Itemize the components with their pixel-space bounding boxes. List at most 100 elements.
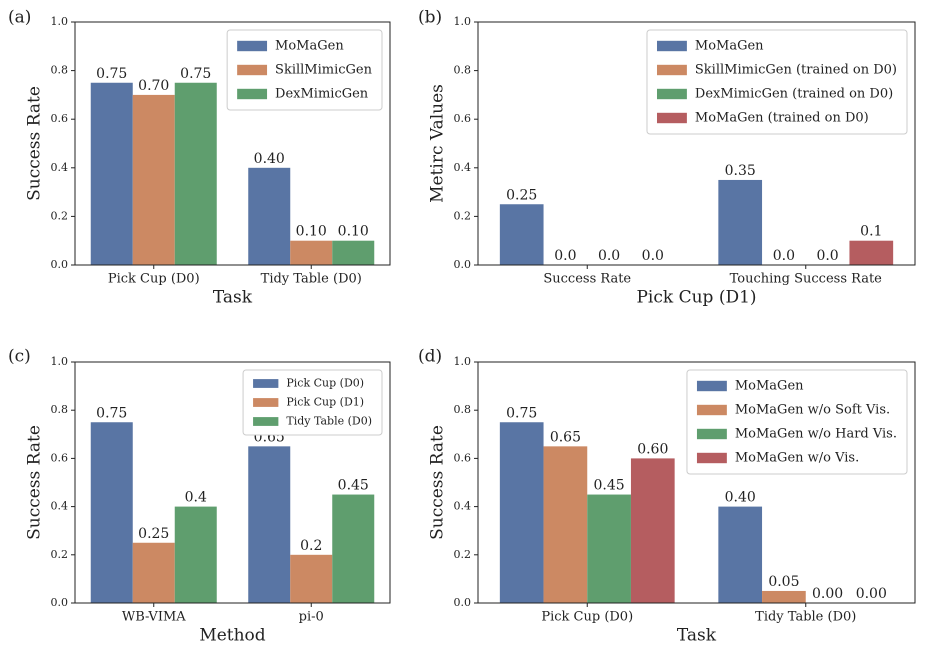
value-label: 0.40: [725, 490, 756, 506]
x-tick-label: Pick Cup (D0): [108, 272, 200, 287]
y-axis-label: Success Rate: [25, 425, 45, 540]
legend-label: MoMaGen: [275, 39, 344, 54]
subplot: (d) 0.0 0.2 0.4 0.6 0.8 1.0 0.75 0.40 0.65 0.05 0.4…: [418, 347, 916, 646]
bar: [290, 240, 333, 265]
x-tick-label: pi-0: [299, 610, 324, 625]
legend-swatch: [253, 417, 279, 426]
y-tick-label: 0.6: [51, 451, 69, 464]
legend-label: MoMaGen w/o Vis.: [735, 451, 859, 466]
x-tick-label: WB-VIMA: [122, 610, 186, 625]
y-tick-label: 0.4: [454, 161, 472, 174]
bar: [587, 494, 631, 603]
value-label: 0.25: [138, 526, 169, 542]
value-label: 0.00: [856, 586, 887, 602]
subplot: (b) 0.0 0.2 0.4 0.6 0.8 1.0 0.25 0.35 0.0 0.0 0.0 0.…: [418, 8, 916, 308]
legend-label: MoMaGen: [695, 39, 764, 54]
panel-label: (c): [8, 347, 31, 367]
bar: [630, 458, 675, 603]
value-label: 0.75: [506, 405, 537, 421]
y-tick-label: 0.8: [454, 64, 472, 77]
subplot: (c)0.00.20.40.60.81.00.750.650.250.20.40…: [8, 347, 391, 646]
y-tick-label: 0.0: [51, 596, 69, 609]
value-label: 0.60: [637, 441, 668, 457]
legend-swatch: [696, 404, 727, 416]
bar: [332, 240, 375, 265]
value-label: 0.40: [254, 151, 285, 167]
y-tick-label: 0.2: [51, 209, 69, 222]
value-label: 0.2: [300, 538, 322, 554]
y-tick-label: 0.8: [51, 403, 69, 416]
legend-swatch: [696, 452, 727, 464]
legend-swatch: [237, 40, 268, 52]
y-tick-label: 0.2: [51, 548, 69, 561]
bar: [718, 179, 763, 265]
y-tick-label: 0.4: [51, 500, 69, 513]
value-label: 0.0: [642, 248, 664, 264]
axes-frame: [74, 21, 391, 266]
bar: [499, 204, 544, 265]
legend-swatch: [253, 379, 279, 388]
bar: [849, 240, 894, 265]
subplot: (a) 0.0 0.2 0.4 0.6 0.8 1.0 0.75 0.40 0.70 0.10 0.7…: [8, 8, 391, 308]
value-label: 0.75: [96, 405, 127, 421]
bar: [543, 446, 588, 603]
y-tick-label: 1.0: [51, 15, 69, 28]
x-axis-label: Method: [199, 626, 265, 646]
value-label: 0.0: [554, 248, 576, 264]
value-label: 0.10: [296, 224, 327, 240]
legend-label: SkillMimicGen: [275, 63, 373, 78]
legend-label: Tidy Table (D0): [286, 415, 372, 428]
legend-swatch: [696, 380, 727, 392]
y-tick-label: 1.0: [51, 355, 69, 368]
y-tick-label: 0.4: [454, 500, 472, 513]
value-label: 0.0: [816, 248, 838, 264]
value-label: 0.45: [594, 478, 625, 494]
y-axis-label: Metirc Values: [428, 84, 448, 203]
x-tick-label: Tidy Table (D0): [261, 272, 362, 287]
legend-label: MoMaGen: [735, 379, 804, 394]
legend-label: Pick Cup (D0): [286, 377, 364, 390]
legend-swatch: [656, 112, 687, 124]
x-tick-label: Success Rate: [543, 272, 631, 287]
x-tick-label: Pick Cup (D0): [541, 610, 633, 625]
legend: MoMaGen SkillMimicGen DexMimicGen: [226, 29, 383, 111]
y-axis-label: Success Rate: [25, 86, 45, 201]
bar: [90, 82, 133, 265]
legend-box: [646, 29, 908, 135]
value-label: 0.65: [550, 429, 581, 445]
x-tick-label: Touching Success Rate: [730, 272, 883, 287]
y-tick-label: 0.6: [51, 112, 69, 125]
bar: [762, 590, 806, 603]
value-label: 0.00: [812, 586, 843, 602]
y-tick-label: 0.6: [454, 451, 472, 464]
y-tick-label: 1.0: [454, 15, 472, 28]
legend-box: [686, 369, 908, 475]
y-tick-label: 0.0: [454, 258, 472, 271]
legend-label: MoMaGen w/o Soft Vis.: [735, 403, 890, 418]
panel-label: (a): [8, 8, 31, 28]
axes-frame: [477, 361, 916, 604]
y-tick-label: 0.2: [454, 209, 472, 222]
legend-label: DexMimicGen: [275, 87, 369, 102]
y-tick-label: 0.2: [454, 548, 472, 561]
panel-label: (d): [418, 347, 442, 367]
y-tick-label: 1.0: [454, 355, 472, 368]
value-label: 0.75: [96, 66, 127, 82]
legend-swatch: [656, 64, 687, 76]
legend-swatch: [253, 398, 279, 407]
x-axis-label: Task: [677, 626, 717, 646]
value-label: 0.75: [180, 66, 211, 82]
value-label: 0.4: [185, 490, 207, 506]
legend: MoMaGen MoMaGen w/o Soft Vis. MoMaGen w/o …: [686, 369, 908, 475]
y-tick-label: 0.0: [454, 596, 472, 609]
bar: [499, 422, 544, 603]
legend-label: MoMaGen w/o Hard Vis.: [735, 427, 897, 442]
x-tick-label: Tidy Table (D0): [755, 610, 856, 625]
legend-label: Pick Cup (D1): [286, 396, 364, 409]
bar: [718, 506, 763, 603]
bar: [248, 167, 291, 265]
legend-swatch: [237, 64, 268, 76]
value-label: 0.45: [338, 478, 369, 494]
legend-swatch: [656, 40, 687, 52]
